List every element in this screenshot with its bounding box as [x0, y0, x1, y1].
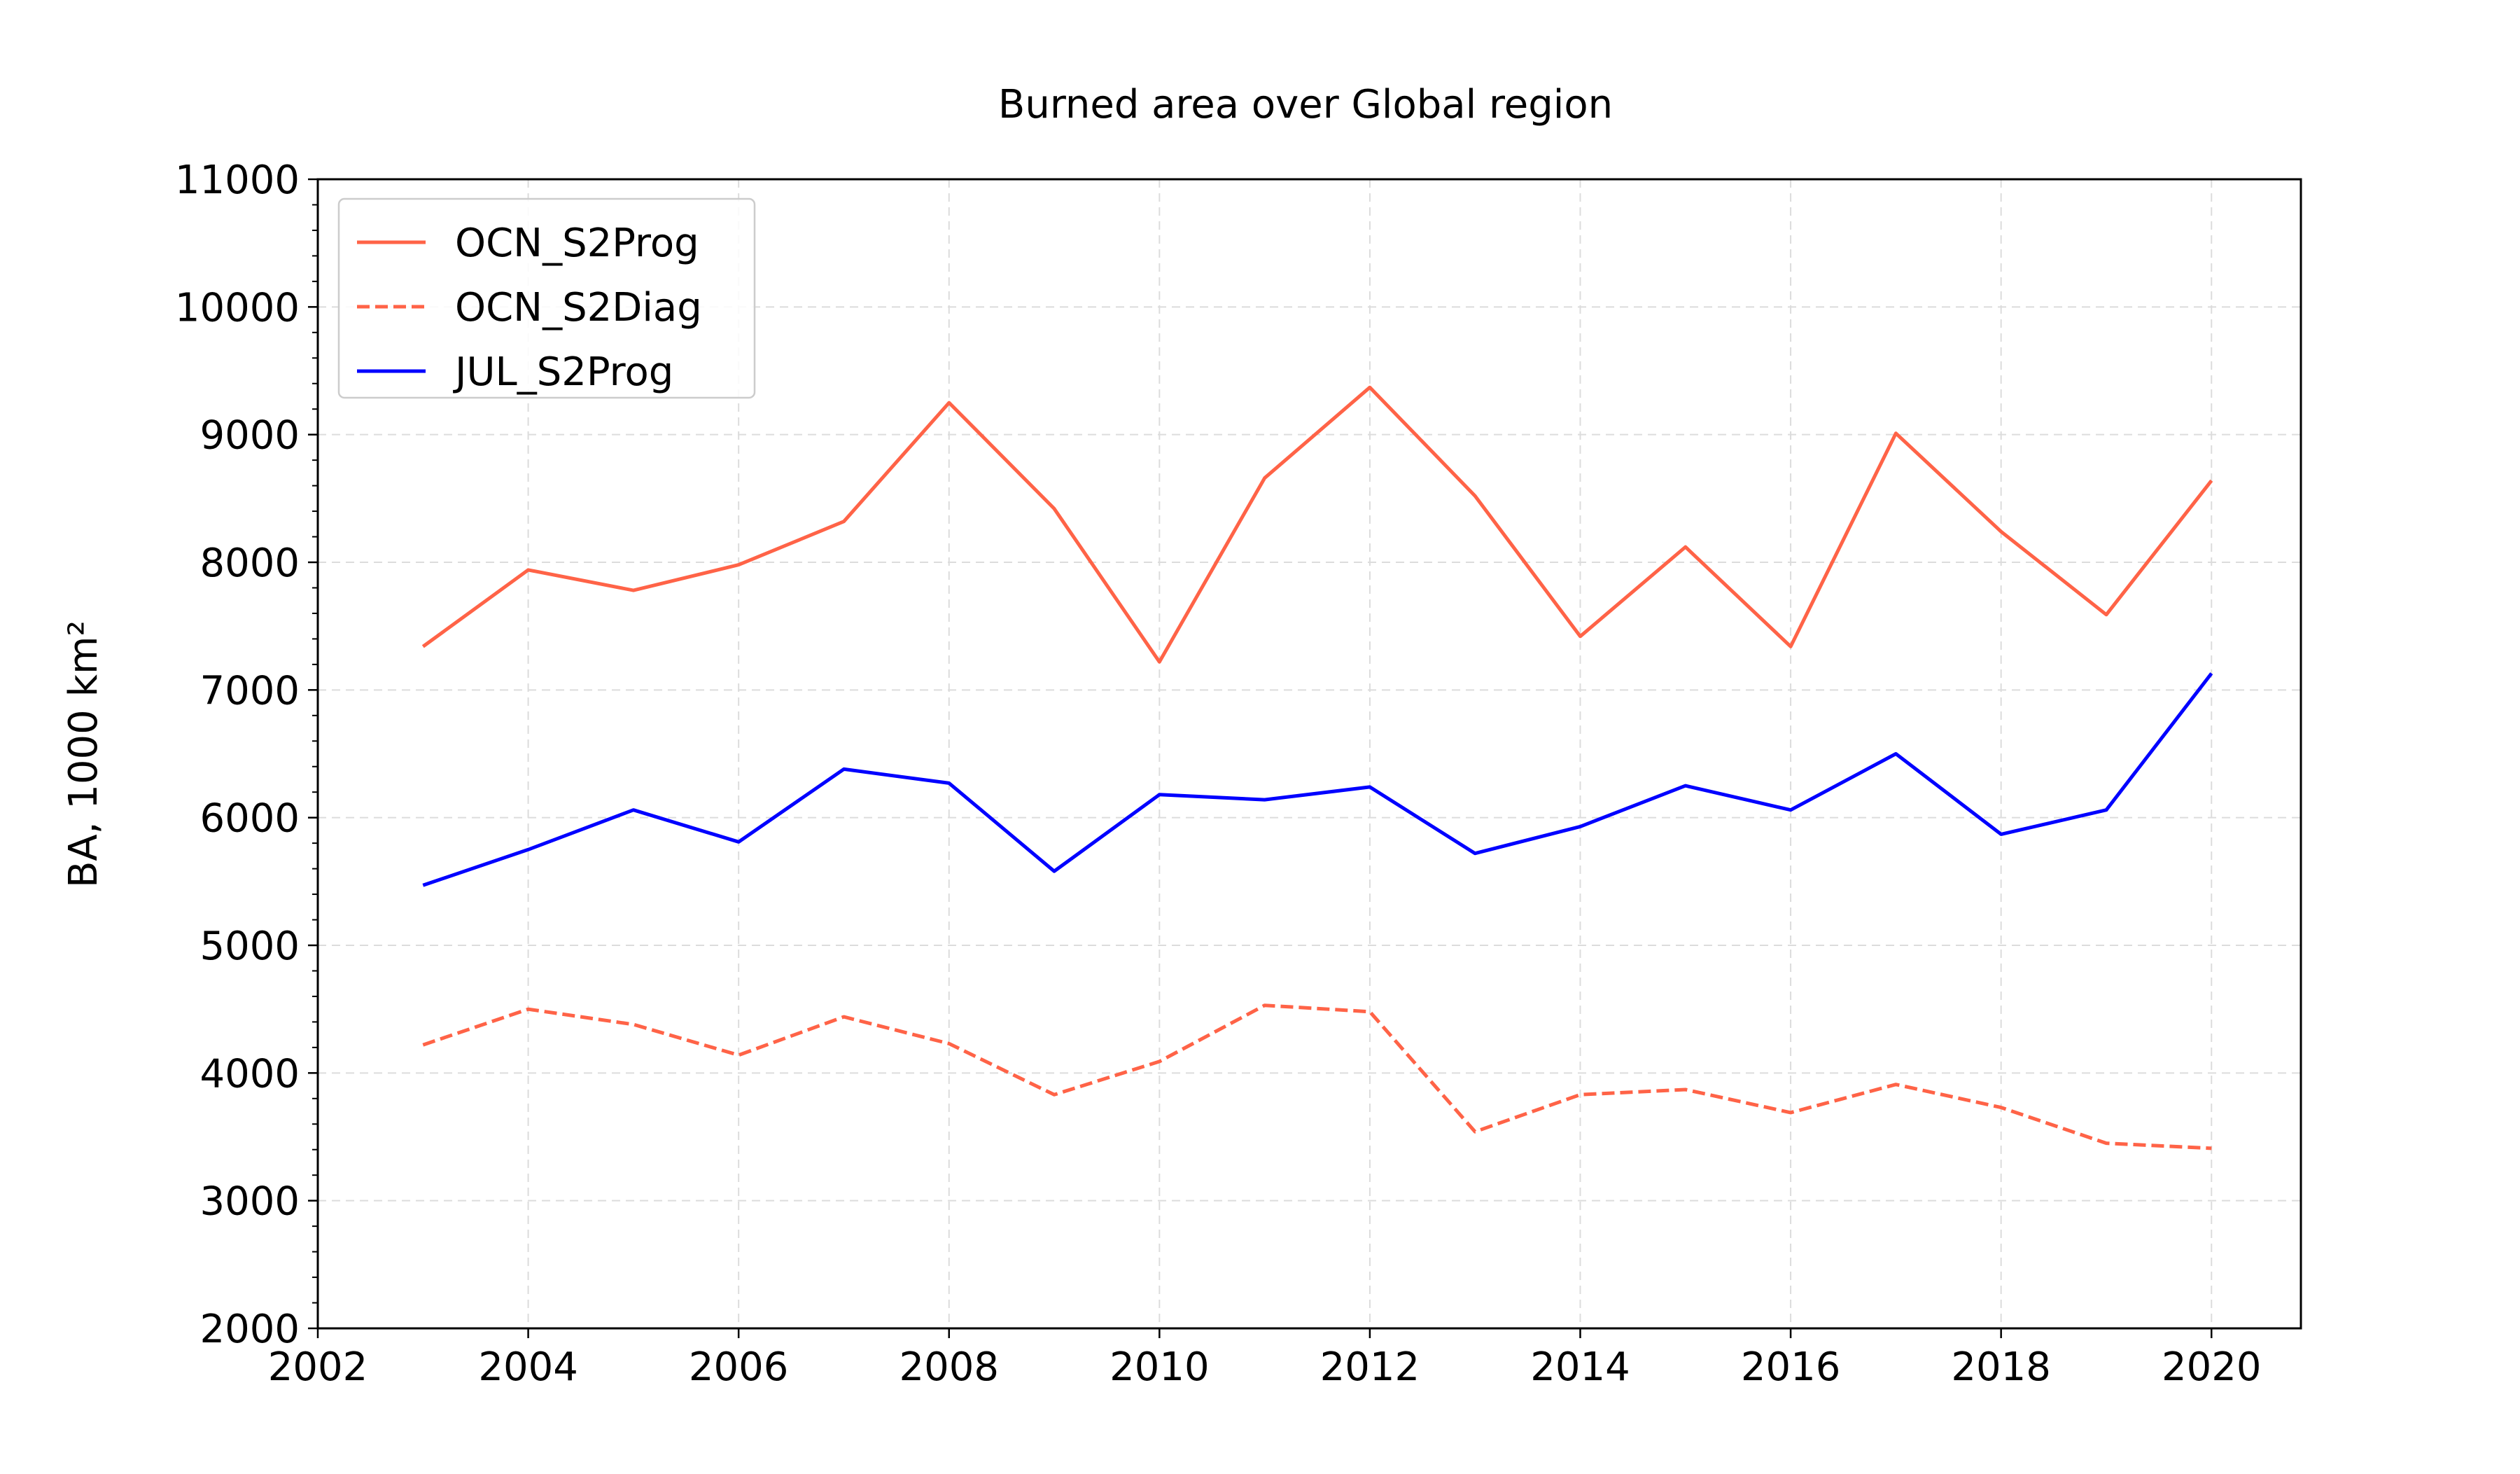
y-tick-label: 3000 — [200, 1179, 300, 1225]
legend: OCN_S2Prog OCN_S2Diag JUL_S2Prog — [337, 197, 756, 399]
series-line — [422, 672, 2213, 887]
x-tick-label: 2012 — [1320, 1344, 1420, 1390]
legend-label: JUL_S2Prog — [453, 349, 673, 395]
y-tick-label: 9000 — [200, 413, 300, 459]
y-tick-label: 2000 — [200, 1307, 300, 1352]
series-line — [421, 385, 2213, 664]
legend-item: OCN_S2Diag — [357, 285, 702, 331]
x-tick-label: 2014 — [1530, 1344, 1630, 1390]
series-OCN_S2Prog — [421, 385, 2213, 664]
y-tick-label: 11000 — [175, 158, 300, 203]
y-tick-label: 10000 — [175, 285, 300, 331]
x-tick-label: 2006 — [689, 1344, 789, 1390]
x-tick-label: 2010 — [1110, 1344, 1210, 1390]
legend-item: OCN_S2Prog — [357, 221, 699, 266]
legend-label: OCN_S2Prog — [455, 221, 699, 266]
y-tick-label: 7000 — [200, 668, 300, 714]
plot-frame — [316, 178, 2302, 1330]
chart-title: Burned area over Global region — [998, 82, 1613, 127]
series-line — [422, 1003, 2212, 1150]
x-tick-label: 2018 — [1951, 1344, 2051, 1390]
legend-label: OCN_S2Diag — [455, 285, 702, 331]
series-lines — [421, 385, 2213, 1150]
x-tick-label: 2004 — [478, 1344, 578, 1390]
x-tick-label: 2002 — [268, 1344, 368, 1390]
y-tick-label: 4000 — [200, 1051, 300, 1097]
x-tick-label: 2016 — [1741, 1344, 1841, 1390]
legend-box — [337, 197, 756, 399]
axis-ticks: 2000 3000 4000 5000 6000 7000 8000 9000 10000 110… — [175, 158, 2262, 1390]
y-tick-label: 8000 — [200, 541, 300, 586]
y-axis-label: BA, 1000 km² — [61, 620, 106, 888]
series-JUL_S2Prog — [422, 672, 2213, 887]
y-tick-label: 5000 — [200, 924, 300, 969]
x-tick-label: 2020 — [2162, 1344, 2262, 1390]
legend-item: JUL_S2Prog — [357, 349, 673, 395]
y-tick-label: 6000 — [200, 796, 300, 842]
series-OCN_S2Diag — [422, 1003, 2212, 1150]
x-tick-label: 2008 — [899, 1344, 999, 1390]
